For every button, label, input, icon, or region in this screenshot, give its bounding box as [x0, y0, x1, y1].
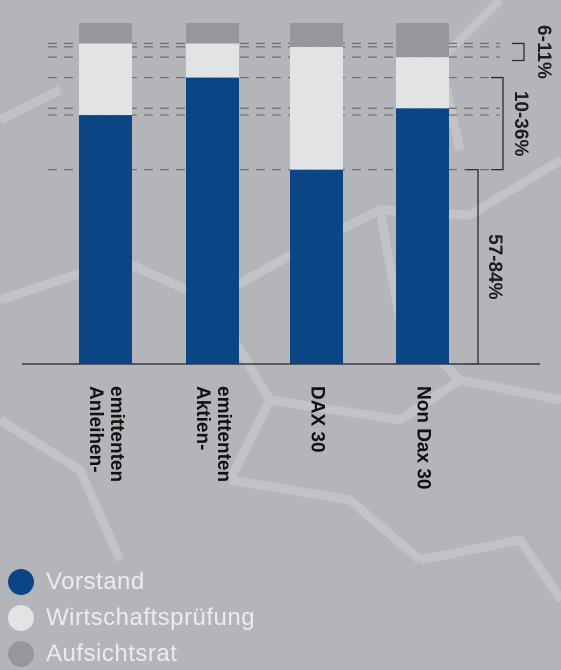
- bar-dax-30-aufsichtsrat: [290, 23, 343, 47]
- x-tick-label-aktien-emittenten: emittenten: [213, 386, 234, 482]
- bar-non-dax-30-aufsichtsrat: [396, 23, 449, 58]
- bracket-label: 10-36%: [510, 91, 531, 157]
- legend-swatch-aufsichtsrat: [8, 641, 34, 667]
- bracket-line: [491, 76, 504, 171]
- legend-swatch-vorstand: [8, 569, 34, 595]
- bar-aktien-emittenten-aufsichtsrat: [186, 23, 239, 44]
- range-brackets: 6-11%10-36% 57-84%: [466, 25, 554, 365]
- bar-dax-30-wirtschaftspr-fung: [290, 46, 343, 170]
- bracket-label: 6-11%: [533, 25, 554, 79]
- bracket-line: [512, 42, 525, 62]
- bar-anleihen-emittenten-vorstand: [79, 115, 132, 364]
- bar-anleihen-emittenten-aufsichtsrat: [79, 23, 132, 44]
- legend-label: Aufsichtsrat: [46, 640, 178, 667]
- x-axis-labels: Anleihen-emittenten Aktien-emittenten DAX …: [85, 386, 434, 489]
- x-tick-label-anleihen-emittenten: Anleihen-: [85, 386, 106, 473]
- legend-item-wirtschaftspruefung: Wirtschaftsprüfung: [8, 602, 255, 634]
- bar-anleihen-emittenten-wirtschaftspr-fung: [79, 43, 132, 116]
- legend-label: Vorstand: [46, 568, 145, 595]
- x-tick-label-non-dax-30: Non Dax 30: [412, 386, 433, 489]
- bracket-line: [466, 168, 479, 365]
- bar-aktien-emittenten-vorstand: [186, 77, 239, 364]
- bar-aktien-emittenten-wirtschaftspr-fung: [186, 43, 239, 78]
- legend: Vorstand Wirtschaftsprüfung Aufsichtsrat: [8, 566, 255, 670]
- x-tick-label-dax-30: DAX 30: [306, 386, 327, 453]
- bar-non-dax-30-wirtschaftspr-fung: [396, 57, 449, 109]
- legend-item-aufsichtsrat: Aufsichtsrat: [8, 638, 255, 670]
- bracket-label: 57-84%: [484, 234, 505, 300]
- legend-item-vorstand: Vorstand: [8, 566, 255, 598]
- legend-label: Wirtschaftsprüfung: [46, 604, 256, 631]
- bars: [79, 23, 449, 364]
- x-tick-label-anleihen-emittenten: emittenten: [106, 386, 127, 482]
- bar-non-dax-30-vorstand: [396, 108, 449, 364]
- legend-swatch-wirtschaftspruefung: [8, 605, 34, 631]
- x-tick-label-aktien-emittenten: Aktien-: [192, 386, 213, 450]
- bar-dax-30-vorstand: [290, 169, 343, 364]
